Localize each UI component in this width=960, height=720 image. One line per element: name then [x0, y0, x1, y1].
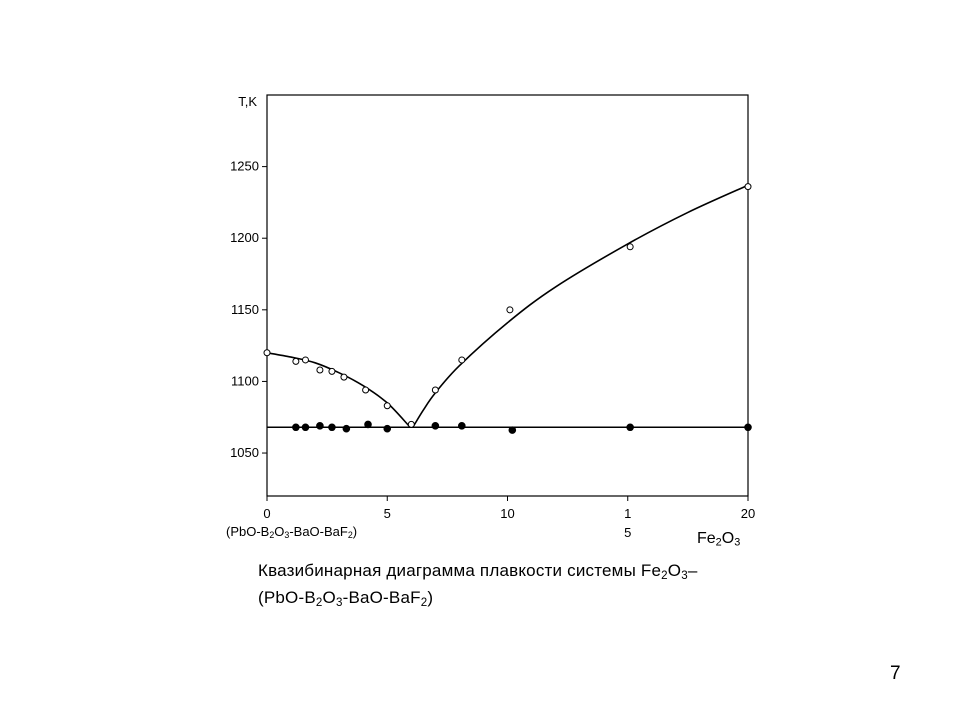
y-tick-label: 1150: [231, 302, 259, 317]
filled-data-point: [301, 423, 310, 432]
open-data-point: [301, 356, 309, 364]
curve-1: [266, 352, 410, 427]
y-tick-label: 1050: [230, 445, 259, 460]
x-tick-label: 20: [741, 506, 755, 521]
filled-data-point: [364, 420, 372, 429]
open-data-point: [263, 349, 271, 357]
right-component-label: Fe2O3: [697, 530, 741, 549]
open-data-point: [744, 183, 752, 191]
curve-2: [413, 184, 749, 427]
y-axis-label: T,K: [238, 94, 257, 109]
open-data-point: [328, 367, 336, 375]
open-data-point: [626, 243, 634, 251]
open-data-point: [362, 386, 370, 394]
open-data-point: [292, 357, 300, 365]
filled-data-point: [508, 426, 517, 434]
plot-frame: [266, 94, 749, 497]
caption-line-2: (PbO-B2O3-BaO-BaF2): [258, 588, 434, 609]
filled-data-point: [316, 422, 324, 430]
filled-data-point: [342, 424, 351, 433]
filled-data-point: [383, 424, 392, 433]
open-data-point: [316, 366, 324, 374]
filled-data-point: [744, 423, 752, 432]
x-tick-label: 10: [500, 506, 514, 521]
open-data-point: [407, 420, 415, 428]
y-tick-label: 1250: [230, 159, 259, 174]
y-tick-label: 1100: [231, 373, 259, 388]
open-data-point: [458, 356, 466, 364]
left-component-label: (PbO-B2O3-BaO-BaF2): [226, 524, 358, 541]
x-tick-label: 5: [384, 506, 391, 521]
filled-data-point: [626, 423, 634, 432]
open-data-point: [506, 306, 514, 314]
filled-data-point: [458, 422, 466, 430]
open-data-point: [340, 373, 348, 381]
filled-data-point: [292, 423, 300, 432]
figure-caption: Квазибинарная диаграмма плавкости систем…: [258, 557, 778, 611]
y-tick-label: 1200: [230, 230, 259, 245]
open-data-point: [383, 402, 391, 410]
filled-data-point: [328, 423, 336, 432]
caption-line-1: Квазибинарная диаграмма плавкости систем…: [258, 561, 698, 582]
open-data-point: [431, 386, 439, 394]
filled-data-point: [431, 422, 440, 430]
x-tick-label: 0: [263, 506, 270, 521]
slide-number: 7: [890, 663, 901, 684]
